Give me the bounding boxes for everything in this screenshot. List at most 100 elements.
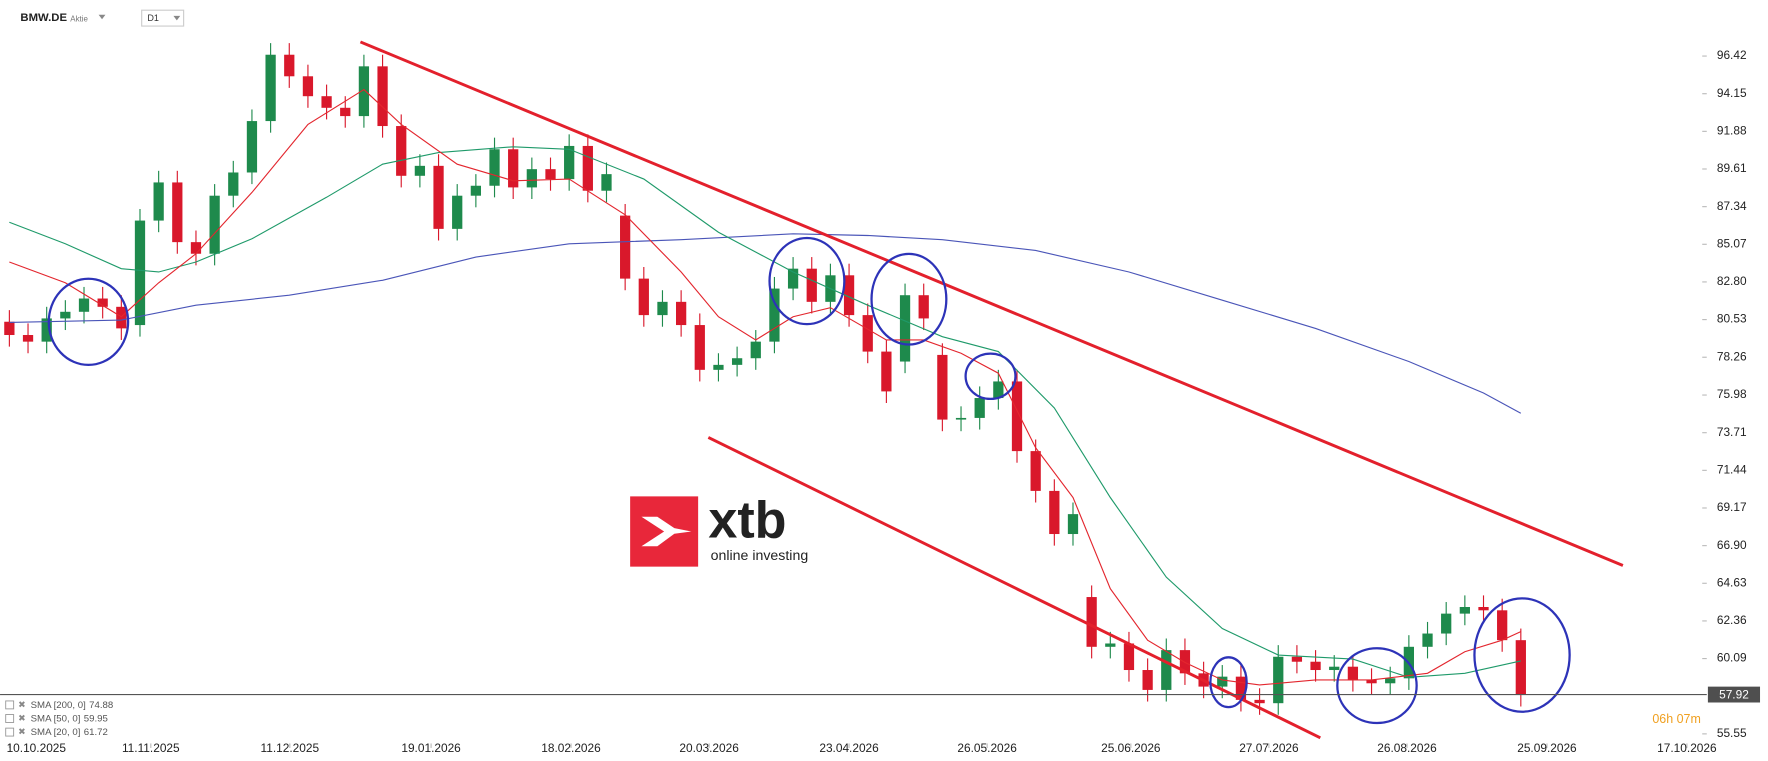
- candle-body[interactable]: [1366, 679, 1377, 684]
- candle-body[interactable]: [713, 364, 724, 370]
- candle-body[interactable]: [843, 275, 855, 316]
- candle-body[interactable]: [321, 96, 332, 108]
- candle-body[interactable]: [78, 298, 90, 312]
- candle-body[interactable]: [246, 121, 258, 173]
- candle-body[interactable]: [1067, 514, 1079, 535]
- y-tick-label: 87.34: [1717, 199, 1747, 213]
- candle-body[interactable]: [526, 169, 537, 188]
- candle-body[interactable]: [396, 126, 407, 176]
- candle-body[interactable]: [452, 195, 463, 229]
- candle-body[interactable]: [1273, 656, 1284, 704]
- candle-body[interactable]: [601, 174, 612, 191]
- candle-body[interactable]: [1254, 699, 1265, 704]
- candle-body[interactable]: [340, 107, 351, 117]
- candle-body[interactable]: [284, 54, 295, 77]
- x-tick-label: 11.12.2025: [261, 741, 320, 755]
- legend-name: SMA [50, 0]: [31, 713, 81, 724]
- y-tick-label: 62.36: [1717, 613, 1747, 627]
- candle-body[interactable]: [1161, 650, 1172, 690]
- legend-close[interactable]: ✖: [18, 699, 26, 709]
- trend-line: [359, 40, 1624, 567]
- candle-body[interactable]: [1385, 678, 1396, 684]
- candle-body[interactable]: [414, 165, 426, 176]
- candle-body[interactable]: [1310, 661, 1321, 671]
- candle-body[interactable]: [769, 288, 780, 342]
- candle-body[interactable]: [750, 341, 761, 359]
- candle-body[interactable]: [489, 149, 500, 186]
- candle-body[interactable]: [787, 268, 799, 289]
- legend-icon[interactable]: [5, 727, 15, 737]
- candle-body[interactable]: [899, 295, 911, 362]
- candle-body[interactable]: [209, 195, 220, 254]
- candle-body[interactable]: [172, 182, 183, 243]
- symbol-dropdown[interactable]: [98, 14, 106, 20]
- candle-body[interactable]: [582, 145, 593, 191]
- candle-body[interactable]: [918, 295, 929, 319]
- overlay: 57.92 06h 07m ✖ SMA [200, 0] 74.88 ✖ SMA [50, …: [0, 686, 1761, 738]
- candle-body[interactable]: [1011, 381, 1023, 452]
- candle-body[interactable]: [955, 417, 967, 420]
- candle-body[interactable]: [60, 311, 71, 319]
- highlight-circles: [47, 236, 1571, 725]
- timeframe-select[interactable]: [141, 9, 185, 27]
- candle-body[interactable]: [545, 169, 556, 180]
- legend-icon[interactable]: [5, 700, 15, 710]
- candle-body[interactable]: [433, 165, 444, 229]
- candle-body[interactable]: [22, 335, 34, 342]
- y-tick-label: 60.09: [1717, 651, 1747, 665]
- legend-close[interactable]: ✖: [18, 713, 26, 723]
- candle-body[interactable]: [377, 66, 388, 127]
- candle-body[interactable]: [508, 149, 519, 188]
- candle-body[interactable]: [1422, 633, 1433, 647]
- candle-body[interactable]: [675, 301, 687, 326]
- candle-body[interactable]: [1291, 656, 1303, 662]
- candle-body[interactable]: [657, 301, 668, 316]
- y-tick-label: 91.88: [1717, 123, 1747, 137]
- candle-body[interactable]: [638, 278, 649, 316]
- candle-body[interactable]: [937, 354, 948, 420]
- candle-body[interactable]: [974, 398, 985, 418]
- candle-body[interactable]: [358, 66, 370, 117]
- candle-body[interactable]: [1235, 676, 1247, 700]
- candle-body[interactable]: [4, 321, 15, 336]
- candle-body[interactable]: [1123, 643, 1135, 671]
- candle-body[interactable]: [1142, 670, 1153, 690]
- candle-body[interactable]: [564, 145, 575, 180]
- candle-body[interactable]: [731, 358, 743, 365]
- candle-body[interactable]: [153, 182, 164, 221]
- candle-body[interactable]: [190, 242, 202, 254]
- candle-body[interactable]: [1030, 451, 1041, 491]
- candle-body[interactable]: [1478, 606, 1489, 611]
- candle-body[interactable]: [228, 172, 239, 196]
- candle-body[interactable]: [41, 318, 52, 342]
- candle-body[interactable]: [694, 325, 705, 370]
- candle-body[interactable]: [265, 54, 276, 122]
- candle-body[interactable]: [1497, 610, 1508, 641]
- candle-body[interactable]: [1049, 490, 1060, 535]
- legend-close[interactable]: ✖: [18, 726, 26, 736]
- candle-body[interactable]: [116, 306, 127, 329]
- candle-body[interactable]: [806, 268, 817, 302]
- candle-body[interactable]: [881, 351, 892, 392]
- candle-body[interactable]: [620, 215, 631, 279]
- highlight-circle: [870, 252, 948, 346]
- candle-body[interactable]: [1179, 650, 1191, 674]
- y-tick-label: 82.80: [1717, 274, 1747, 288]
- candle-body[interactable]: [470, 185, 482, 196]
- candle-body[interactable]: [134, 220, 146, 326]
- candle-body[interactable]: [993, 381, 1004, 399]
- candle-body[interactable]: [1329, 666, 1340, 671]
- y-tick-label: 75.98: [1717, 387, 1747, 401]
- candle-body[interactable]: [97, 298, 108, 307]
- candle-body[interactable]: [1459, 606, 1470, 614]
- legend-icon[interactable]: [5, 714, 15, 723]
- candle-body[interactable]: [1347, 666, 1359, 680]
- candle-body[interactable]: [862, 315, 873, 352]
- candle-body[interactable]: [1217, 676, 1228, 687]
- candle-body[interactable]: [1086, 597, 1097, 647]
- candle-body[interactable]: [302, 76, 314, 97]
- candle-body[interactable]: [1105, 643, 1116, 647]
- candle-body[interactable]: [1441, 613, 1452, 634]
- candle-body[interactable]: [1515, 640, 1526, 695]
